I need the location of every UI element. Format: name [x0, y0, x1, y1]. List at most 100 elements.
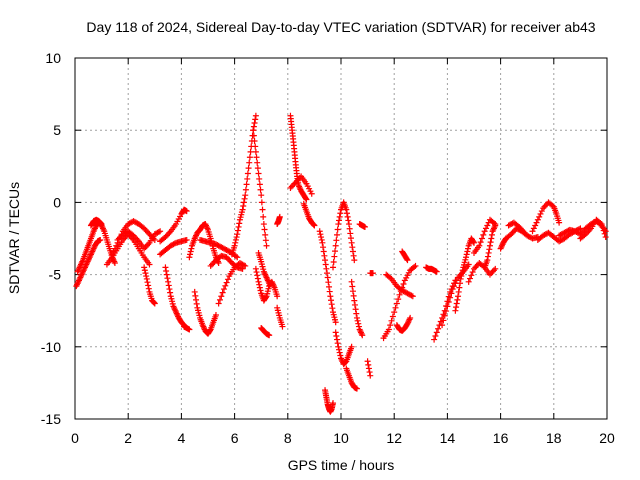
data-point — [246, 154, 253, 161]
data-point — [113, 242, 120, 249]
data-point — [336, 349, 343, 356]
data-point — [303, 196, 310, 203]
data-point — [316, 228, 323, 235]
data-point — [365, 365, 372, 372]
data-point — [353, 310, 360, 317]
data-point — [395, 296, 402, 303]
data-point — [364, 358, 371, 365]
data-point — [167, 289, 174, 296]
data-point — [600, 227, 607, 234]
data-point — [308, 190, 315, 197]
series-s7 — [141, 264, 158, 307]
data-point — [335, 343, 342, 350]
data-point — [432, 332, 439, 339]
data-point — [388, 317, 395, 324]
data-point — [337, 210, 344, 217]
data-point — [343, 210, 350, 217]
data-point — [353, 385, 360, 392]
data-point — [234, 227, 241, 234]
data-point — [349, 244, 356, 251]
data-point — [359, 332, 366, 339]
data-point — [260, 213, 267, 220]
series-s17 — [228, 112, 259, 258]
series-s39 — [399, 248, 411, 264]
data-point — [251, 138, 258, 145]
data-point — [336, 213, 343, 220]
data-point — [484, 257, 491, 264]
y-axis-label: SDTVAR / TECUs — [6, 182, 22, 294]
series-s38 — [393, 314, 414, 334]
data-point — [279, 323, 286, 330]
x-tick-label: 4 — [178, 430, 186, 446]
data-point — [412, 262, 419, 269]
data-point — [454, 296, 461, 303]
data-point — [477, 239, 484, 246]
y-tick-label: 10 — [45, 50, 61, 66]
data-point — [320, 244, 327, 251]
data-point — [242, 262, 249, 269]
series-s11 — [181, 323, 193, 333]
data-point — [220, 286, 227, 293]
data-point — [409, 293, 416, 300]
data-point — [256, 175, 263, 182]
data-point — [256, 284, 263, 291]
series-s45 — [471, 216, 499, 256]
y-tick-labels: 10 5 0 -5 -10 -15 — [41, 50, 61, 427]
x-tick-label: 6 — [231, 430, 239, 446]
data-point — [350, 292, 357, 299]
data-point — [318, 236, 325, 243]
x-tick-label: 10 — [333, 430, 349, 446]
data-point — [111, 245, 118, 252]
data-point — [255, 170, 262, 177]
data-point — [247, 148, 254, 155]
data-point — [576, 230, 583, 237]
data-point — [254, 275, 261, 282]
data-point — [451, 283, 458, 290]
series-s48 — [505, 219, 528, 236]
data-point — [250, 132, 257, 139]
data-point — [369, 270, 376, 277]
data-point — [324, 274, 331, 281]
data-point — [471, 239, 477, 246]
data-point — [393, 300, 400, 307]
data-point — [602, 234, 609, 241]
data-point — [241, 195, 248, 202]
data-point — [240, 262, 247, 269]
data-point — [233, 234, 240, 241]
data-point — [598, 221, 605, 228]
data-point — [332, 329, 339, 336]
data-point — [440, 317, 447, 324]
data-point — [155, 229, 162, 236]
data-point — [521, 229, 528, 236]
data-point — [444, 303, 451, 310]
series-s13 — [191, 288, 219, 337]
data-point — [349, 288, 356, 295]
data-point — [223, 279, 230, 286]
data-point — [252, 148, 259, 155]
data-point — [349, 248, 356, 255]
data-point — [141, 264, 148, 271]
data-point — [333, 237, 340, 244]
plot-frame — [74, 57, 608, 420]
data-point — [455, 288, 462, 295]
data-point — [232, 236, 239, 243]
data-point — [459, 267, 466, 274]
data-point — [330, 264, 337, 271]
data-point — [242, 192, 249, 199]
data-point — [492, 265, 499, 272]
data-point — [252, 143, 259, 150]
data-point — [389, 313, 396, 320]
data-point — [245, 165, 252, 172]
x-tick-label: 0 — [71, 430, 79, 446]
data-point — [143, 275, 150, 282]
data-point — [463, 251, 470, 258]
data-point — [145, 285, 152, 292]
data-point — [253, 269, 260, 276]
data-point — [163, 271, 170, 278]
data-point — [310, 221, 317, 228]
data-point — [482, 225, 489, 232]
data-point — [243, 181, 250, 188]
series-s10 — [162, 264, 188, 329]
data-point — [166, 286, 173, 293]
series-s18 — [250, 127, 270, 249]
